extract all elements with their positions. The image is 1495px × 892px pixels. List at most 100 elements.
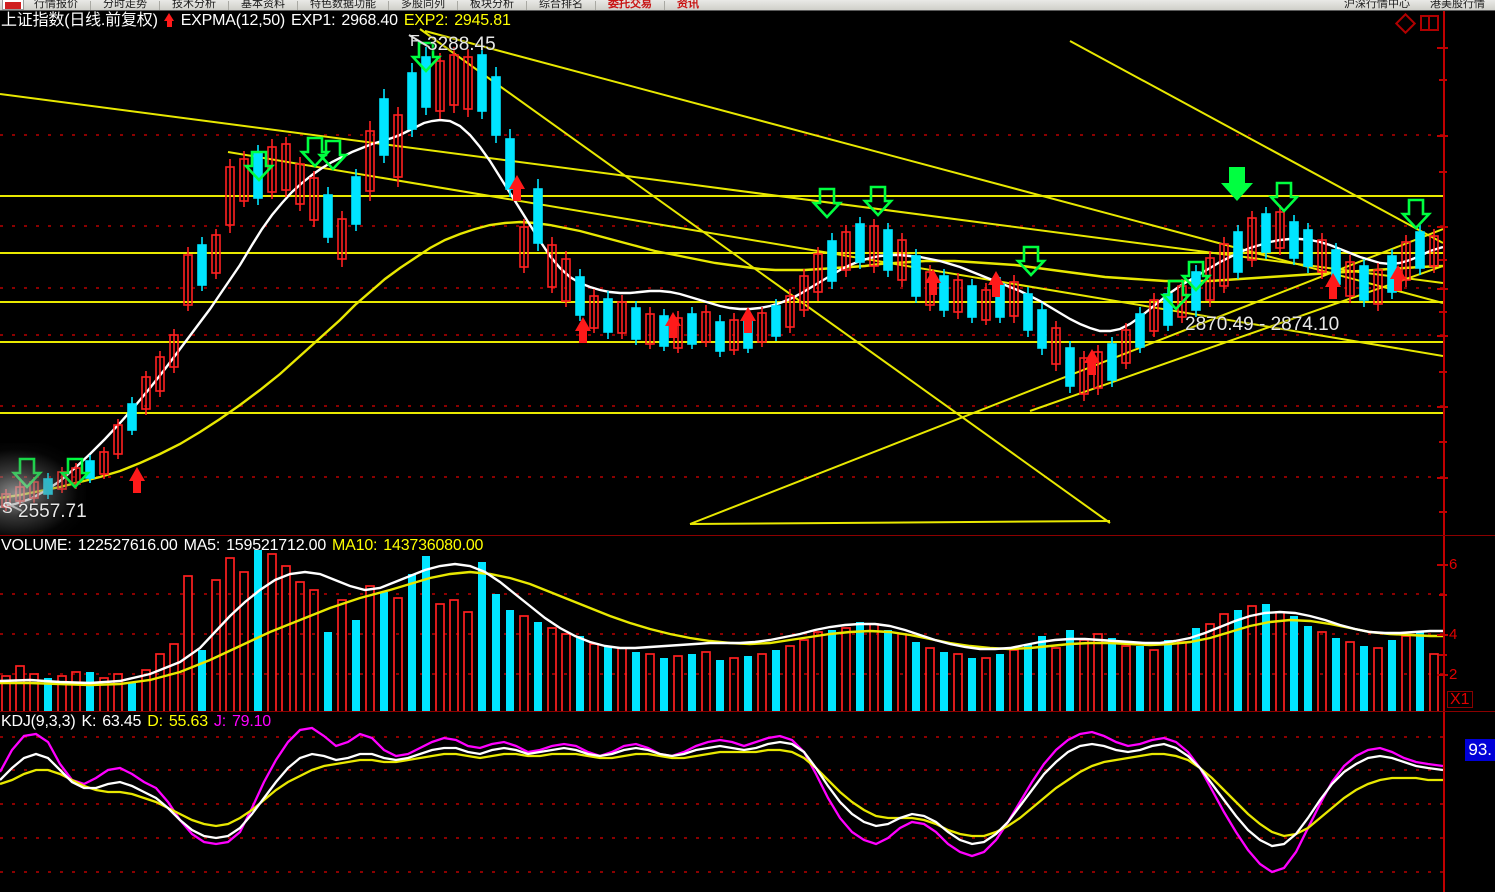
app-logo-icon (2, 0, 24, 10)
toolbar-item-intraday[interactable]: 分时走势 (103, 0, 147, 10)
symbol-label: 上证指数(日线.前复权) (1, 12, 158, 29)
volume-bars (1, 550, 1439, 711)
toolbar-separator (457, 1, 458, 10)
toolbar-separator (90, 1, 91, 10)
volume-ma5-label: MA5: (183, 537, 221, 554)
kdj-chart-pane[interactable]: KDJ(9,3,3) K: 63.45 D: 55.63 J: 79.10 93. (0, 711, 1495, 892)
toolbar-item-fundamentals[interactable]: 基本资料 (241, 0, 285, 10)
volume-scale-label[interactable]: X1 (1447, 691, 1473, 708)
volume-axis-label: 4 (1449, 626, 1458, 643)
toolbar-item-sector[interactable]: 板块分析 (470, 0, 514, 10)
kdj-plot-canvas[interactable] (0, 712, 1495, 892)
price-axis-tick (1439, 441, 1447, 443)
volume-plot-canvas[interactable] (0, 536, 1495, 711)
exp1-label: EXP1: (291, 12, 336, 29)
toolbar-item-hk-us-quotes[interactable]: 港美股行情 (1430, 0, 1485, 10)
price-axis-tick (1439, 371, 1447, 373)
volume-legend: VOLUME: 122527616.00 MA5: 159521712.00 MA10:… (1, 536, 489, 556)
volume-value: 122527616.00 (77, 537, 178, 554)
volume-ma5-value: 159521712.00 (226, 537, 327, 554)
range-annotation: 2870.49 - 2874.10 (1185, 314, 1340, 335)
price-axis-tick (1437, 335, 1448, 337)
volume-axis-tick (1437, 634, 1448, 636)
candlestick-series (1, 45, 1439, 511)
toolbar-item-quotes[interactable]: 行情报价 (34, 0, 78, 10)
toolbar-item-news[interactable]: 资讯 (677, 0, 699, 10)
volume-ma5-line (0, 562, 1443, 685)
horizontal-level-lines (0, 195, 1443, 414)
kdj-axis[interactable] (1443, 712, 1495, 892)
toolbar-separator (228, 1, 229, 10)
toolbar-separator (388, 1, 389, 10)
price-legend: 上证指数(日线.前复权) EXPMA(12,50) EXP1: 2968.40 EXP2… (1, 11, 517, 31)
toolbar-separator (159, 1, 160, 10)
toolbar-item-special-data[interactable]: 特色数据功能 (310, 0, 376, 10)
volume-axis-tick (1439, 654, 1447, 656)
toolbar-item-multi-stock[interactable]: 多股同列 (401, 0, 445, 10)
price-axis-tick (1439, 259, 1447, 261)
buy-signal-markers (129, 175, 1406, 493)
kdj-j-line (0, 726, 1443, 874)
price-axis-tick (1437, 135, 1448, 137)
toolbar-item-ashare-center[interactable]: 沪深行情中心 (1344, 0, 1410, 10)
kdj-legend: KDJ(9,3,3) K: 63.45 D: 55.63 J: 79.10 (1, 712, 277, 732)
volume-axis-label: 2 (1449, 666, 1458, 683)
price-axis-tick (1437, 406, 1448, 408)
toolbar-separator (297, 1, 298, 10)
price-axis-tick (1439, 311, 1447, 313)
red-up-arrow-icon (163, 13, 175, 27)
kdj-k-label: K: (81, 713, 97, 730)
split-pane-icon[interactable] (1420, 15, 1439, 31)
volume-axis-label: 6 (1449, 556, 1458, 573)
price-axis-tick (1437, 288, 1448, 290)
high-marker-value: 3288.45 (427, 34, 496, 55)
exp2-label: EXP2: (403, 12, 449, 29)
kdj-d-value: 55.63 (168, 713, 208, 730)
kdj-name: KDJ(9,3,3) (1, 713, 76, 730)
kdj-j-label: J: (213, 713, 226, 730)
price-axis-tick (1437, 47, 1448, 49)
exp1-line (0, 118, 1443, 509)
main-toolbar[interactable]: 行情报价 分时走势 技术分析 基本资料 特色数据功能 多股同列 板块分析 综合排… (0, 0, 1495, 11)
price-axis[interactable] (1437, 11, 1495, 535)
volume-axis[interactable]: 6 4 2 X1 (1437, 536, 1495, 711)
kdj-k-value: 63.45 (102, 713, 142, 730)
volume-ma10-label: MA10: (332, 537, 378, 554)
price-plot-canvas[interactable] (0, 11, 1495, 535)
volume-ma10-value: 143736080.00 (383, 537, 484, 554)
indicator-label: EXPMA(12,50) (180, 12, 286, 29)
pane-corner-icons[interactable] (1394, 12, 1439, 34)
toolbar-item-trade[interactable]: 委托交易 (608, 0, 652, 10)
price-axis-tick (1439, 171, 1447, 173)
toolbar-item-ranking[interactable]: 综合排名 (539, 0, 583, 10)
sell-signal-solid-marker (1221, 167, 1253, 201)
exp1-value: 2968.40 (341, 12, 398, 29)
volume-chart-pane[interactable]: VOLUME: 122527616.00 MA5: 159521712.00 MA10:… (0, 535, 1495, 711)
volume-axis-tick (1437, 674, 1448, 676)
low-marker-tag: S (2, 500, 13, 517)
volume-axis-tick (1437, 564, 1448, 566)
price-axis-tick (1437, 477, 1448, 479)
high-marker-tag: F (410, 33, 420, 50)
kdj-j-value: 79.10 (231, 713, 271, 730)
price-axis-tick (1439, 511, 1447, 513)
price-chart-pane[interactable]: 上证指数(日线.前复权) EXPMA(12,50) EXP1: 2968.40 EXP2… (0, 11, 1495, 535)
toolbar-item-technical[interactable]: 技术分析 (172, 0, 216, 10)
toolbar-separator (595, 1, 596, 10)
price-axis-tick (1439, 79, 1447, 81)
toolbar-right-group: 沪深行情中心 港美股行情 (1334, 0, 1495, 10)
low-marker-value: 2557.71 (18, 501, 87, 522)
volume-axis-tick (1439, 594, 1447, 596)
volume-down-bars (44, 550, 1424, 711)
kdj-current-value-flag: 93. (1465, 739, 1495, 761)
price-axis-tick (1437, 226, 1448, 228)
kdj-d-label: D: (147, 713, 163, 730)
toolbar-separator (526, 1, 527, 10)
exp2-value: 2945.81 (454, 12, 511, 29)
kdj-d-line (0, 748, 1443, 838)
toolbar-separator (664, 1, 665, 10)
diamond-icon[interactable] (1394, 12, 1417, 34)
kdj-k-line (0, 740, 1443, 848)
volume-label: VOLUME: (1, 537, 72, 554)
